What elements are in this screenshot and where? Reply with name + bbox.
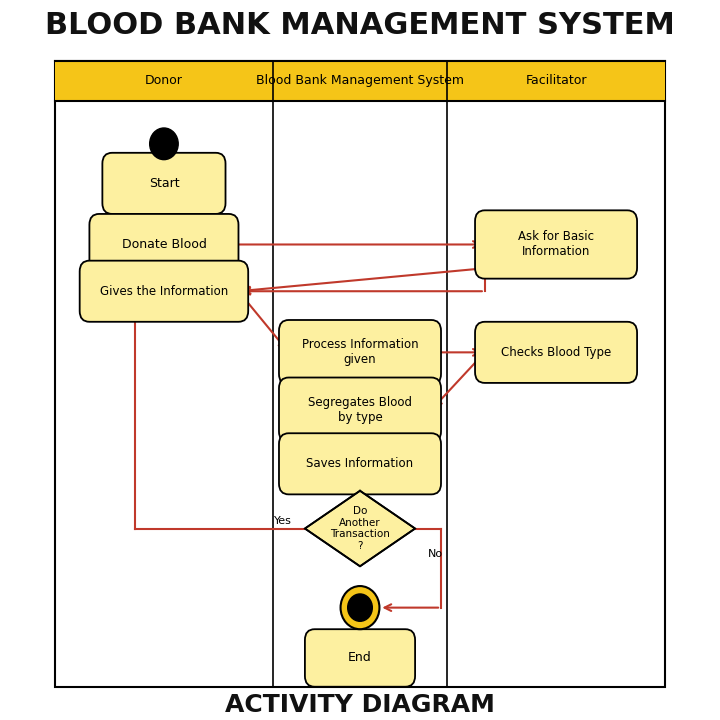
Text: Donate Blood: Donate Blood (122, 238, 207, 251)
FancyBboxPatch shape (475, 210, 637, 279)
FancyBboxPatch shape (475, 322, 637, 383)
Text: Yes: Yes (274, 516, 292, 526)
Text: Start: Start (148, 177, 179, 190)
FancyBboxPatch shape (55, 61, 665, 101)
Text: Saves Information: Saves Information (307, 457, 413, 470)
Text: Blood Bank Management System: Blood Bank Management System (256, 74, 464, 87)
FancyBboxPatch shape (279, 377, 441, 442)
FancyBboxPatch shape (279, 433, 441, 495)
Text: End: End (348, 652, 372, 665)
FancyBboxPatch shape (80, 261, 248, 322)
FancyBboxPatch shape (55, 61, 665, 687)
Text: No: No (428, 549, 444, 559)
Text: Gives the Information: Gives the Information (100, 284, 228, 298)
Text: Segregates Blood
by type: Segregates Blood by type (308, 396, 412, 424)
Text: Facilitator: Facilitator (526, 74, 587, 87)
Circle shape (341, 586, 379, 629)
FancyBboxPatch shape (102, 153, 225, 214)
FancyBboxPatch shape (279, 320, 441, 384)
Polygon shape (305, 491, 415, 567)
Text: Donor: Donor (145, 74, 183, 87)
Text: Do
Another
Transaction
?: Do Another Transaction ? (330, 506, 390, 551)
Text: BLOOD BANK MANAGEMENT SYSTEM: BLOOD BANK MANAGEMENT SYSTEM (45, 11, 675, 40)
FancyBboxPatch shape (89, 214, 238, 275)
Circle shape (150, 128, 179, 160)
Text: ACTIVITY DIAGRAM: ACTIVITY DIAGRAM (225, 693, 495, 716)
FancyBboxPatch shape (305, 629, 415, 687)
Text: Checks Blood Type: Checks Blood Type (501, 346, 611, 359)
Text: Process Information
given: Process Information given (302, 338, 418, 366)
Text: Ask for Basic
Information: Ask for Basic Information (518, 230, 594, 258)
Circle shape (348, 594, 372, 621)
